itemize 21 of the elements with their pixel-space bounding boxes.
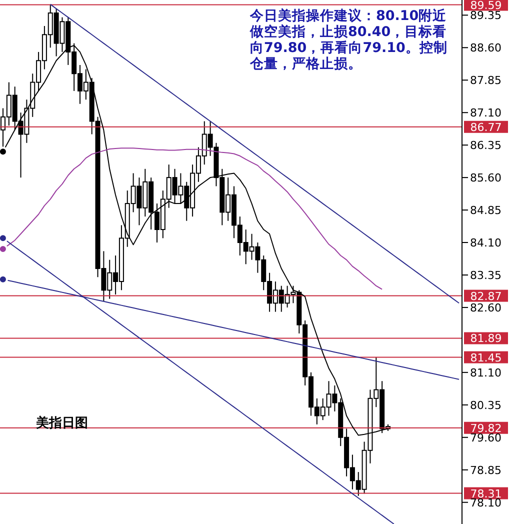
y-tick-label: 79.60 [470, 431, 502, 444]
y-tick-label: 82.60 [470, 301, 502, 314]
ref-line-label: 82.87 [470, 290, 502, 303]
y-tick-label: 84.85 [470, 204, 502, 217]
y-tick-label: 83.35 [470, 268, 502, 282]
ref-line-label: 81.89 [470, 332, 502, 346]
y-tick-label: 87.10 [470, 106, 502, 120]
y-tick-label: 84.10 [470, 236, 502, 250]
annotation: 今日美指操作建议：80.10附近做空美指，止损80.40，目标看向79.80，再看向79.10。控制仓量，严格止损。 [250, 8, 448, 72]
ref-line-label: 81.45 [470, 351, 502, 364]
y-tick-label: 85.60 [470, 171, 502, 184]
ref-line-label: 89.59 [470, 0, 502, 12]
annotation: 美指日图 [36, 414, 88, 432]
y-tick-label: 86.35 [470, 138, 502, 152]
y-tick-label: 88.60 [470, 42, 502, 55]
y-tick-label: 80.35 [470, 398, 502, 412]
ref-line-label: 86.77 [470, 120, 502, 134]
y-tick-label: 81.10 [470, 366, 502, 380]
y-tick-label: 78.85 [470, 464, 502, 477]
y-tick-label: 89.35 [470, 9, 502, 22]
y-tick-label: 87.85 [470, 74, 502, 88]
